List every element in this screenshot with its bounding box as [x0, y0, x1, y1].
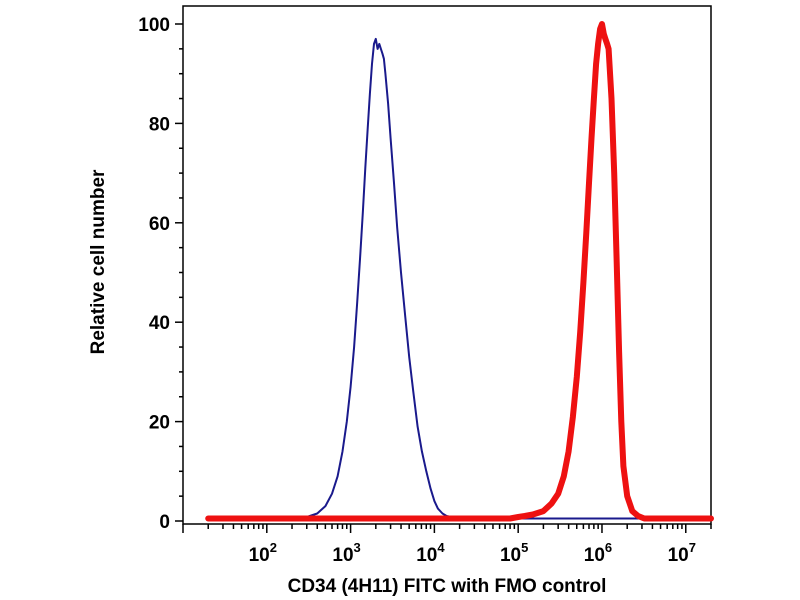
x-tick-label: 106: [584, 540, 612, 566]
x-tick-exponent: 5: [521, 540, 528, 555]
y-tick-label: 0: [159, 512, 170, 533]
x-tick-label: 103: [332, 540, 360, 566]
y-tick-label: 100: [138, 15, 170, 36]
x-tick-label: 102: [249, 540, 277, 566]
series-layer: [205, 21, 714, 522]
x-tick-label: 107: [668, 540, 696, 566]
series-line-1: [207, 37, 712, 520]
x-axis-label: CD34 (4H11) FITC with FMO control: [288, 576, 607, 597]
y-tick-label: 20: [149, 413, 170, 434]
x-tick-exponent: 6: [605, 540, 612, 555]
series-line-2: [205, 21, 714, 522]
plot-frame: [182, 5, 712, 525]
plot-border: [182, 5, 712, 525]
x-tick-label: 104: [416, 540, 445, 566]
x-tick-label: 105: [500, 540, 528, 566]
y-tick-label: 60: [149, 214, 170, 235]
y-axis-label: Relative cell number: [88, 169, 109, 354]
y-tick-label: 40: [149, 313, 170, 334]
x-tick-exponent: 7: [689, 540, 696, 555]
x-tick-exponent: 4: [437, 540, 445, 555]
y-axis-ticks: 0 20 40 60 80 100: [138, 15, 183, 533]
y-tick-label: 80: [149, 114, 170, 135]
x-axis-ticks: 102 103 104 105 106 107: [182, 524, 712, 566]
x-tick-exponent: 2: [270, 540, 277, 555]
x-tick-exponent: 3: [354, 540, 361, 555]
